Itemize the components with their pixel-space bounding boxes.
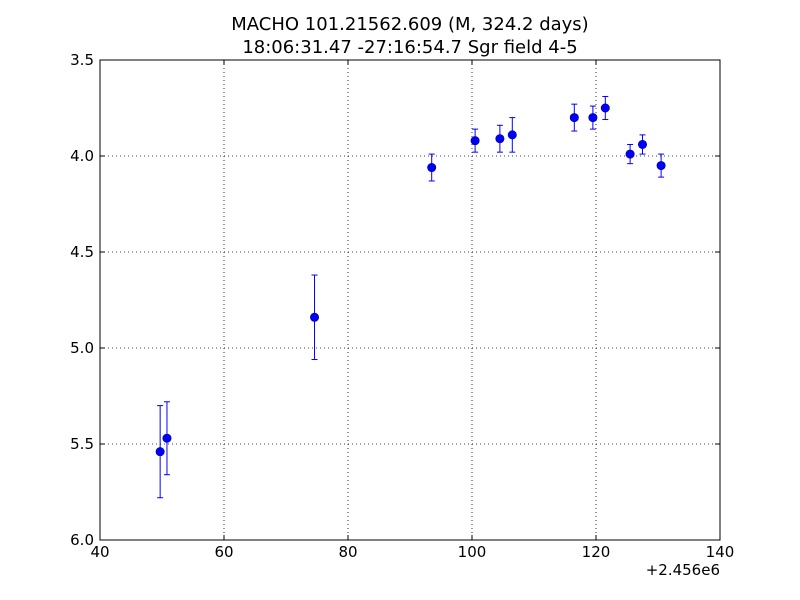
data-point bbox=[470, 136, 480, 146]
x-tick-label: 60 bbox=[214, 543, 233, 561]
data-layer bbox=[155, 95, 666, 499]
y-tick-label: 6.0 bbox=[70, 531, 94, 549]
data-point bbox=[600, 103, 610, 113]
data-point bbox=[569, 113, 579, 123]
plot-frame bbox=[99, 59, 721, 541]
data-point bbox=[656, 161, 666, 171]
data-point bbox=[310, 312, 320, 322]
data-point bbox=[625, 149, 635, 159]
data-point bbox=[507, 130, 517, 140]
x-tick-label: 100 bbox=[458, 543, 487, 561]
x-tick-label: 80 bbox=[338, 543, 357, 561]
x-tick-label: 120 bbox=[582, 543, 611, 561]
y-tick-label: 5.5 bbox=[70, 435, 94, 453]
y-tick-label: 4.0 bbox=[70, 147, 94, 165]
y-tick-label: 4.5 bbox=[70, 243, 94, 261]
data-point bbox=[155, 447, 165, 457]
data-point bbox=[588, 113, 598, 123]
x-axis-offset-label: +2.456e6 bbox=[646, 561, 720, 579]
plot-background bbox=[100, 60, 720, 540]
data-point bbox=[495, 134, 505, 144]
chart-subtitle: 18:06:31.47 -27:16:54.7 Sgr field 4-5 bbox=[242, 37, 577, 58]
x-tick-label: 140 bbox=[706, 543, 735, 561]
y-tick-label: 5.0 bbox=[70, 339, 94, 357]
data-point bbox=[637, 139, 647, 149]
y-tick-label: 3.5 bbox=[70, 51, 94, 69]
x-tick-label: 40 bbox=[90, 543, 109, 561]
tick-layer: 40 60 80 100 120 140 3.5 4.0 4.5 5.0 5.5 6.0 bbox=[70, 51, 734, 561]
data-point bbox=[162, 433, 172, 443]
chart-title: MACHO 101.21562.609 (M, 324.2 days) bbox=[231, 14, 588, 35]
data-point bbox=[427, 163, 437, 173]
